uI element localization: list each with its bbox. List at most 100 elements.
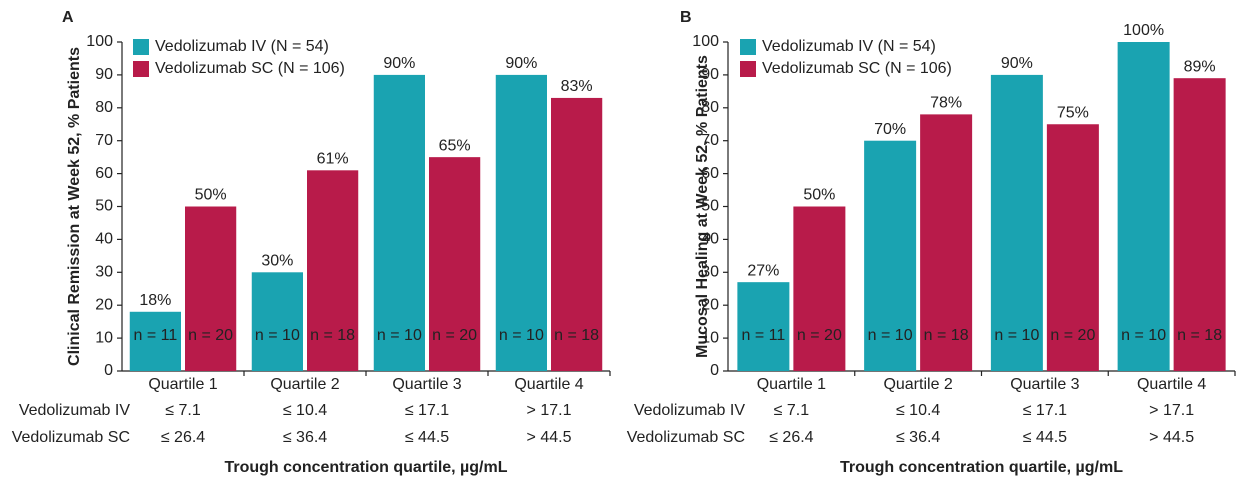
bar <box>1173 78 1226 371</box>
y-tick-label: 40 <box>701 231 719 248</box>
y-tick-label: 60 <box>95 165 113 182</box>
value-label: 75% <box>1057 104 1089 121</box>
legend-label: Vedolizumab IV (N = 54) <box>155 38 329 55</box>
y-tick-label: 10 <box>95 329 113 346</box>
n-label: n = 11 <box>742 327 786 344</box>
bar <box>737 282 790 371</box>
y-axis-label: Clinical Remission at Week 52, % Patient… <box>66 47 83 366</box>
value-label: 50% <box>195 187 227 204</box>
bar <box>793 206 846 371</box>
n-label: n = 20 <box>432 327 477 344</box>
threshold-label: ≤ 36.4 <box>283 429 327 446</box>
legend-swatch <box>740 39 756 55</box>
threshold-row-label: Vedolizumab SC <box>627 429 745 446</box>
value-label: 90% <box>1001 55 1033 72</box>
threshold-label: ≤ 36.4 <box>896 429 940 446</box>
x-tick-label: Quartile 1 <box>148 376 217 393</box>
n-label: n = 18 <box>924 327 969 344</box>
threshold-label: ≤ 44.5 <box>1023 429 1067 446</box>
n-label: n = 20 <box>1050 327 1095 344</box>
y-tick-label: 10 <box>701 329 719 346</box>
threshold-label: > 17.1 <box>527 402 572 419</box>
bar <box>373 74 425 372</box>
n-label: n = 10 <box>868 327 913 344</box>
value-label: 89% <box>1184 58 1216 75</box>
y-tick-label: 100 <box>692 33 719 50</box>
panel-label: A <box>62 9 74 26</box>
bar <box>864 140 917 371</box>
threshold-label: ≤ 7.1 <box>774 402 810 419</box>
bar <box>307 170 359 371</box>
y-tick-label: 0 <box>710 362 719 379</box>
x-tick-label: Quartile 4 <box>514 376 583 393</box>
bar <box>1117 42 1170 371</box>
threshold-label: ≤ 10.4 <box>283 402 327 419</box>
n-label: n = 20 <box>188 327 233 344</box>
x-tick-label: Quartile 2 <box>883 376 952 393</box>
y-tick-label: 20 <box>701 296 719 313</box>
legend-label: Vedolizumab IV (N = 54) <box>762 38 936 55</box>
y-tick-label: 100 <box>86 33 113 50</box>
legend-swatch <box>133 39 149 55</box>
value-label: 61% <box>317 151 349 168</box>
threshold-label: ≤ 7.1 <box>165 402 201 419</box>
y-tick-label: 50 <box>701 198 719 215</box>
y-tick-label: 80 <box>701 99 719 116</box>
legend-label: Vedolizumab SC (N = 106) <box>155 60 345 77</box>
value-label: 90% <box>383 55 415 72</box>
x-tick-label: Quartile 4 <box>1137 376 1206 393</box>
threshold-row-label: Vedolizumab IV <box>19 402 131 419</box>
bar <box>990 74 1043 372</box>
n-label: n = 10 <box>499 327 544 344</box>
x-tick-label: Quartile 2 <box>270 376 339 393</box>
n-label: n = 18 <box>554 327 599 344</box>
value-label: 70% <box>874 121 906 138</box>
threshold-row-label: Vedolizumab SC <box>12 429 130 446</box>
x-axis-label: Trough concentration quartile, µg/mL <box>224 459 507 476</box>
y-tick-label: 30 <box>95 264 113 281</box>
threshold-label: ≤ 44.5 <box>405 429 449 446</box>
value-label: 65% <box>439 137 471 154</box>
bar <box>251 272 303 371</box>
n-label: n = 10 <box>377 327 422 344</box>
y-tick-label: 90 <box>95 66 113 83</box>
value-label: 90% <box>505 55 537 72</box>
y-tick-label: 0 <box>104 362 113 379</box>
n-label: n = 18 <box>310 327 355 344</box>
n-label: n = 11 <box>134 327 178 344</box>
y-axis-label: Mucosal Healing at Week 52, % Patients <box>694 55 711 358</box>
bar <box>920 114 973 371</box>
n-label: n = 18 <box>1177 327 1222 344</box>
x-tick-label: Quartile 3 <box>1010 376 1079 393</box>
n-label: n = 10 <box>994 327 1039 344</box>
value-label: 78% <box>930 95 962 112</box>
y-tick-label: 50 <box>95 198 113 215</box>
y-tick-label: 20 <box>95 296 113 313</box>
panel-label: B <box>680 9 692 26</box>
y-tick-label: 60 <box>701 165 719 182</box>
threshold-label: ≤ 26.4 <box>769 429 813 446</box>
threshold-label: > 44.5 <box>527 429 572 446</box>
y-tick-label: 70 <box>95 132 113 149</box>
bar <box>551 97 603 372</box>
legend-swatch <box>133 61 149 77</box>
x-tick-label: Quartile 1 <box>757 376 826 393</box>
value-label: 30% <box>261 253 293 270</box>
n-label: n = 10 <box>1121 327 1166 344</box>
threshold-label: ≤ 17.1 <box>1023 402 1067 419</box>
threshold-label: > 44.5 <box>1149 429 1194 446</box>
y-tick-label: 30 <box>701 264 719 281</box>
bar <box>185 206 237 371</box>
value-label: 27% <box>747 262 779 279</box>
y-tick-label: 90 <box>701 66 719 83</box>
value-label: 83% <box>561 78 593 95</box>
legend-swatch <box>740 61 756 77</box>
x-axis-label: Trough concentration quartile, µg/mL <box>840 459 1123 476</box>
threshold-label: ≤ 10.4 <box>896 402 940 419</box>
y-tick-label: 40 <box>95 231 113 248</box>
threshold-label: > 17.1 <box>1149 402 1194 419</box>
value-label: 100% <box>1123 22 1164 39</box>
threshold-label: ≤ 17.1 <box>405 402 449 419</box>
y-tick-label: 70 <box>701 132 719 149</box>
